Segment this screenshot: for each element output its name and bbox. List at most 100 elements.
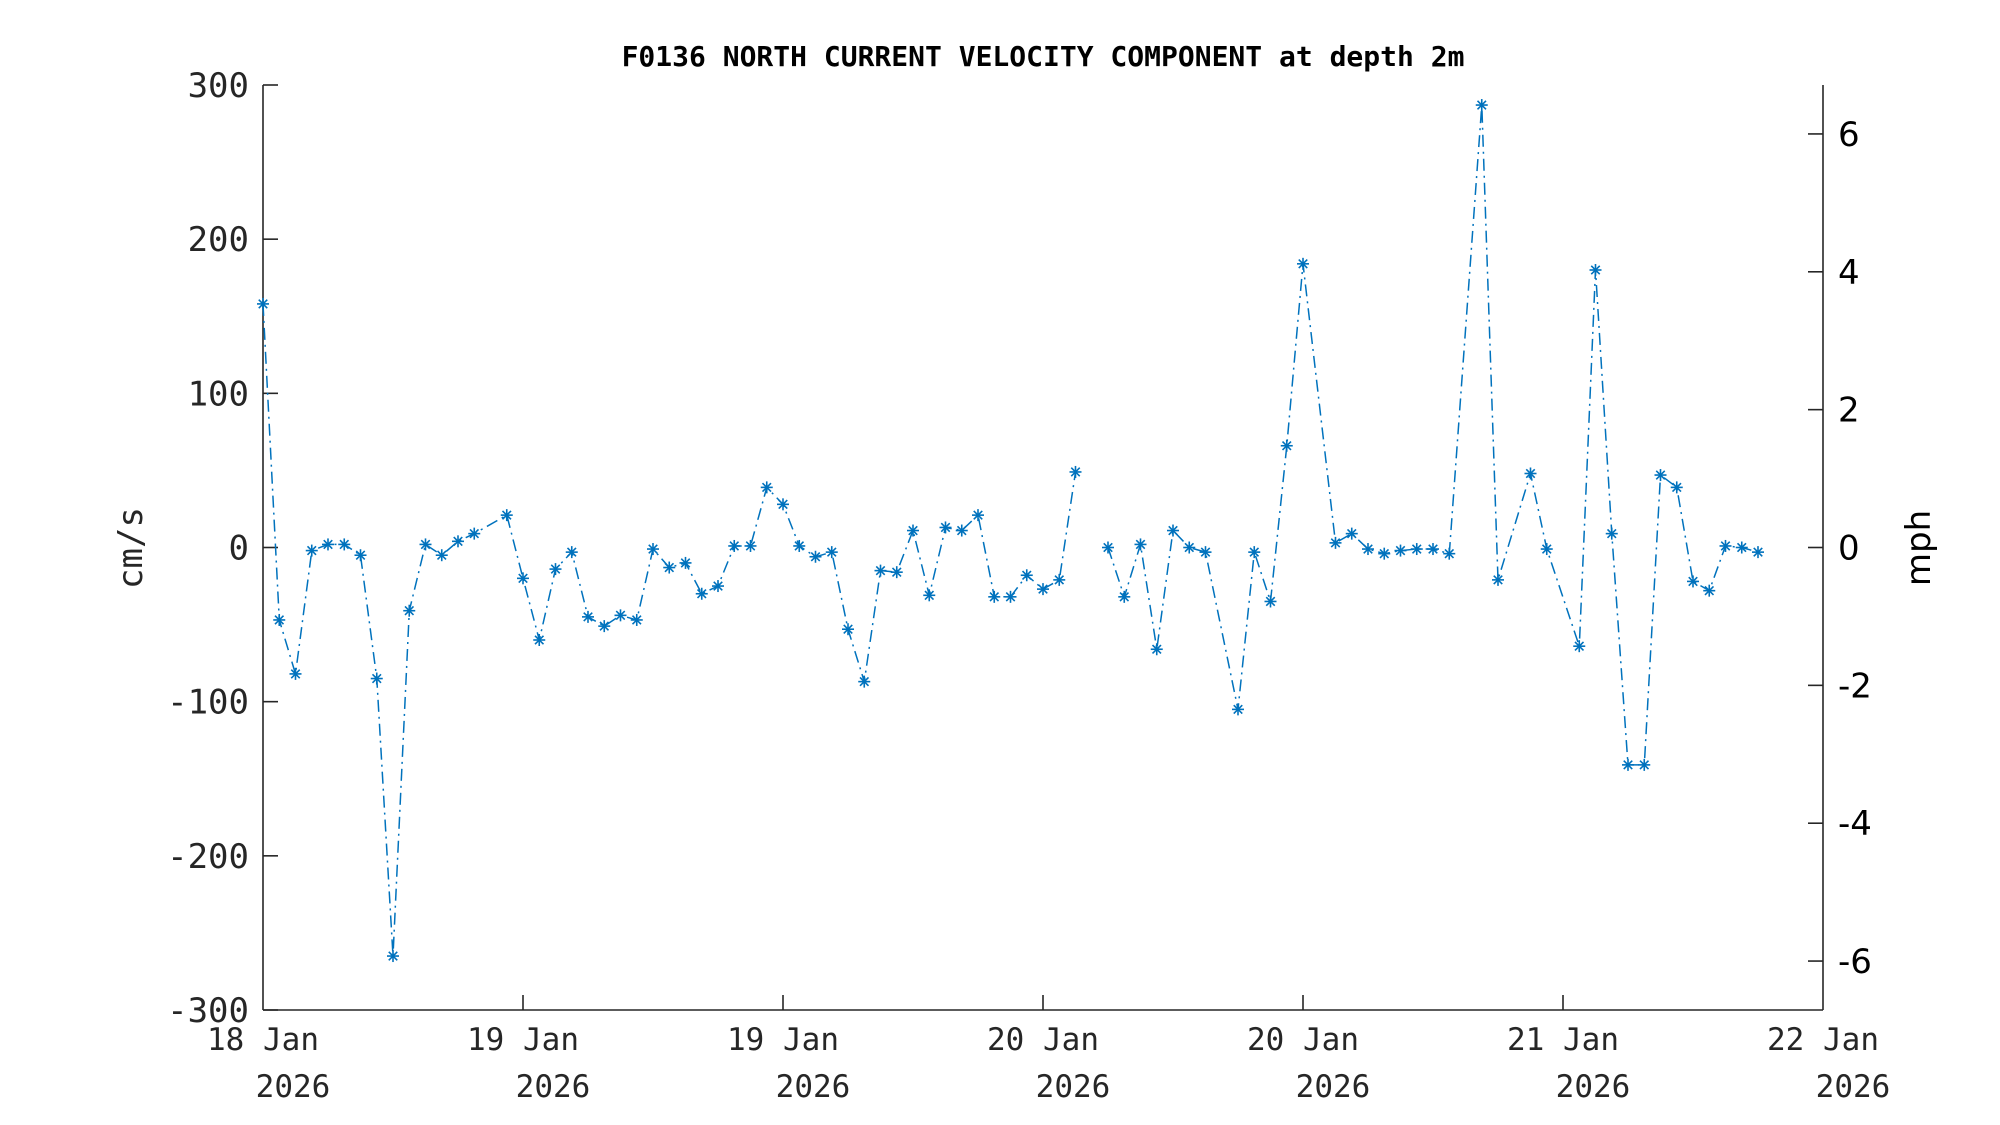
data-point — [1670, 481, 1683, 494]
data-point-stroke — [1200, 547, 1211, 557]
data-point-stroke — [1070, 467, 1081, 477]
data-point-stroke — [1444, 548, 1455, 559]
x-tick-label-year: 2026 — [1296, 1069, 1371, 1105]
data-point — [289, 667, 302, 680]
data-point — [1118, 590, 1131, 603]
data-point-stroke — [761, 482, 772, 493]
data-point — [1378, 547, 1391, 560]
data-point-stroke — [810, 551, 821, 562]
x-tick-label-year: 2026 — [516, 1069, 591, 1105]
data-point — [1329, 536, 1342, 549]
data-point-stroke — [908, 525, 918, 536]
data-point-stroke — [989, 592, 1000, 602]
x-tick-label-date: 20 Jan — [987, 1022, 1099, 1058]
data-point — [1280, 439, 1293, 452]
data-point-stroke — [794, 541, 805, 551]
data-point — [338, 538, 351, 551]
data-point-stroke — [940, 522, 951, 533]
data-point — [744, 539, 757, 552]
data-point-stroke — [1395, 545, 1406, 556]
data-point-stroke — [436, 550, 447, 561]
data-point-stroke — [1541, 544, 1552, 554]
data-point — [663, 561, 676, 574]
data-point — [825, 546, 838, 559]
data-point — [614, 609, 627, 622]
data-point-stroke — [1346, 528, 1357, 539]
data-point-stroke — [1655, 470, 1666, 480]
data-point-stroke — [664, 562, 675, 573]
data-point-stroke — [615, 610, 626, 621]
data-point-stroke — [355, 550, 366, 561]
data-point — [679, 556, 692, 569]
data-point — [468, 527, 481, 540]
y-tick-label-right: 6 — [1838, 115, 1860, 155]
data-point-stroke — [1704, 585, 1715, 596]
data-point — [1427, 543, 1439, 556]
data-point-stroke — [778, 499, 788, 510]
data-point-stroke — [1151, 644, 1162, 655]
data-point-stroke — [729, 541, 740, 551]
x-tick-label-year: 2026 — [256, 1069, 331, 1105]
data-point-stroke — [1574, 641, 1585, 651]
data-point-stroke — [1476, 100, 1487, 110]
data-point — [1297, 257, 1309, 270]
data-point — [842, 623, 854, 636]
data-point — [1264, 595, 1277, 608]
data-point — [305, 544, 318, 557]
data-point — [1183, 541, 1196, 554]
data-point — [1443, 547, 1456, 560]
data-point-stroke — [469, 528, 480, 539]
y-tick-label-right: 0 — [1838, 529, 1860, 569]
data-point — [809, 550, 822, 563]
y-tick-label-right: -2 — [1838, 666, 1872, 706]
data-point-stroke — [1753, 547, 1763, 557]
data-point — [1020, 569, 1033, 582]
data-point — [793, 539, 806, 552]
y-axis-label-right: mph — [1899, 510, 1939, 586]
data-point-stroke — [1135, 539, 1146, 550]
data-point-stroke — [1688, 576, 1698, 587]
data-point-stroke — [420, 539, 431, 550]
data-point — [452, 535, 464, 548]
data-point — [874, 564, 887, 577]
x-tick-label-date: 21 Jan — [1507, 1022, 1619, 1058]
data-point — [1752, 546, 1764, 559]
data-point-stroke — [1119, 592, 1130, 602]
data-point-stroke — [274, 615, 285, 625]
data-point — [1345, 527, 1358, 540]
data-point — [1638, 758, 1651, 771]
data-point-stroke — [1720, 541, 1731, 551]
data-point — [1605, 527, 1618, 540]
data-point — [647, 543, 659, 556]
series-group — [257, 99, 1764, 963]
data-point — [1573, 640, 1586, 653]
data-point — [712, 580, 724, 593]
x-tick-label-year: 2026 — [776, 1069, 851, 1105]
y-tick-label-left: 300 — [188, 66, 249, 106]
data-point-stroke — [1428, 544, 1438, 554]
data-point-stroke — [1249, 547, 1260, 557]
data-point — [1134, 538, 1147, 551]
x-tick-label-date: 22 Jan — [1767, 1022, 1879, 1058]
data-point — [322, 538, 334, 551]
data-point-stroke — [1054, 575, 1065, 585]
data-point — [500, 509, 513, 522]
plot-axes — [262, 85, 1824, 1011]
data-point — [1004, 590, 1017, 603]
data-point-stroke — [1736, 542, 1747, 553]
series-line — [1107, 104, 1759, 766]
data-point-stroke — [826, 547, 837, 557]
data-point — [1037, 583, 1049, 596]
data-point — [257, 297, 269, 310]
data-point — [1199, 546, 1212, 559]
data-point-stroke — [583, 612, 593, 622]
data-point — [955, 524, 968, 537]
data-point-stroke — [1168, 525, 1178, 536]
data-point — [728, 539, 741, 552]
tick-group: 300 200 100 0 -100 -200 -300 6 4 2 0 -2 -4 -6 18 Jan 20… — [167, 66, 1890, 1105]
data-point-stroke — [1411, 544, 1422, 554]
data-point-stroke — [696, 588, 707, 599]
x-tick-label-date: 19 Jan — [727, 1022, 839, 1058]
data-point — [387, 950, 399, 963]
